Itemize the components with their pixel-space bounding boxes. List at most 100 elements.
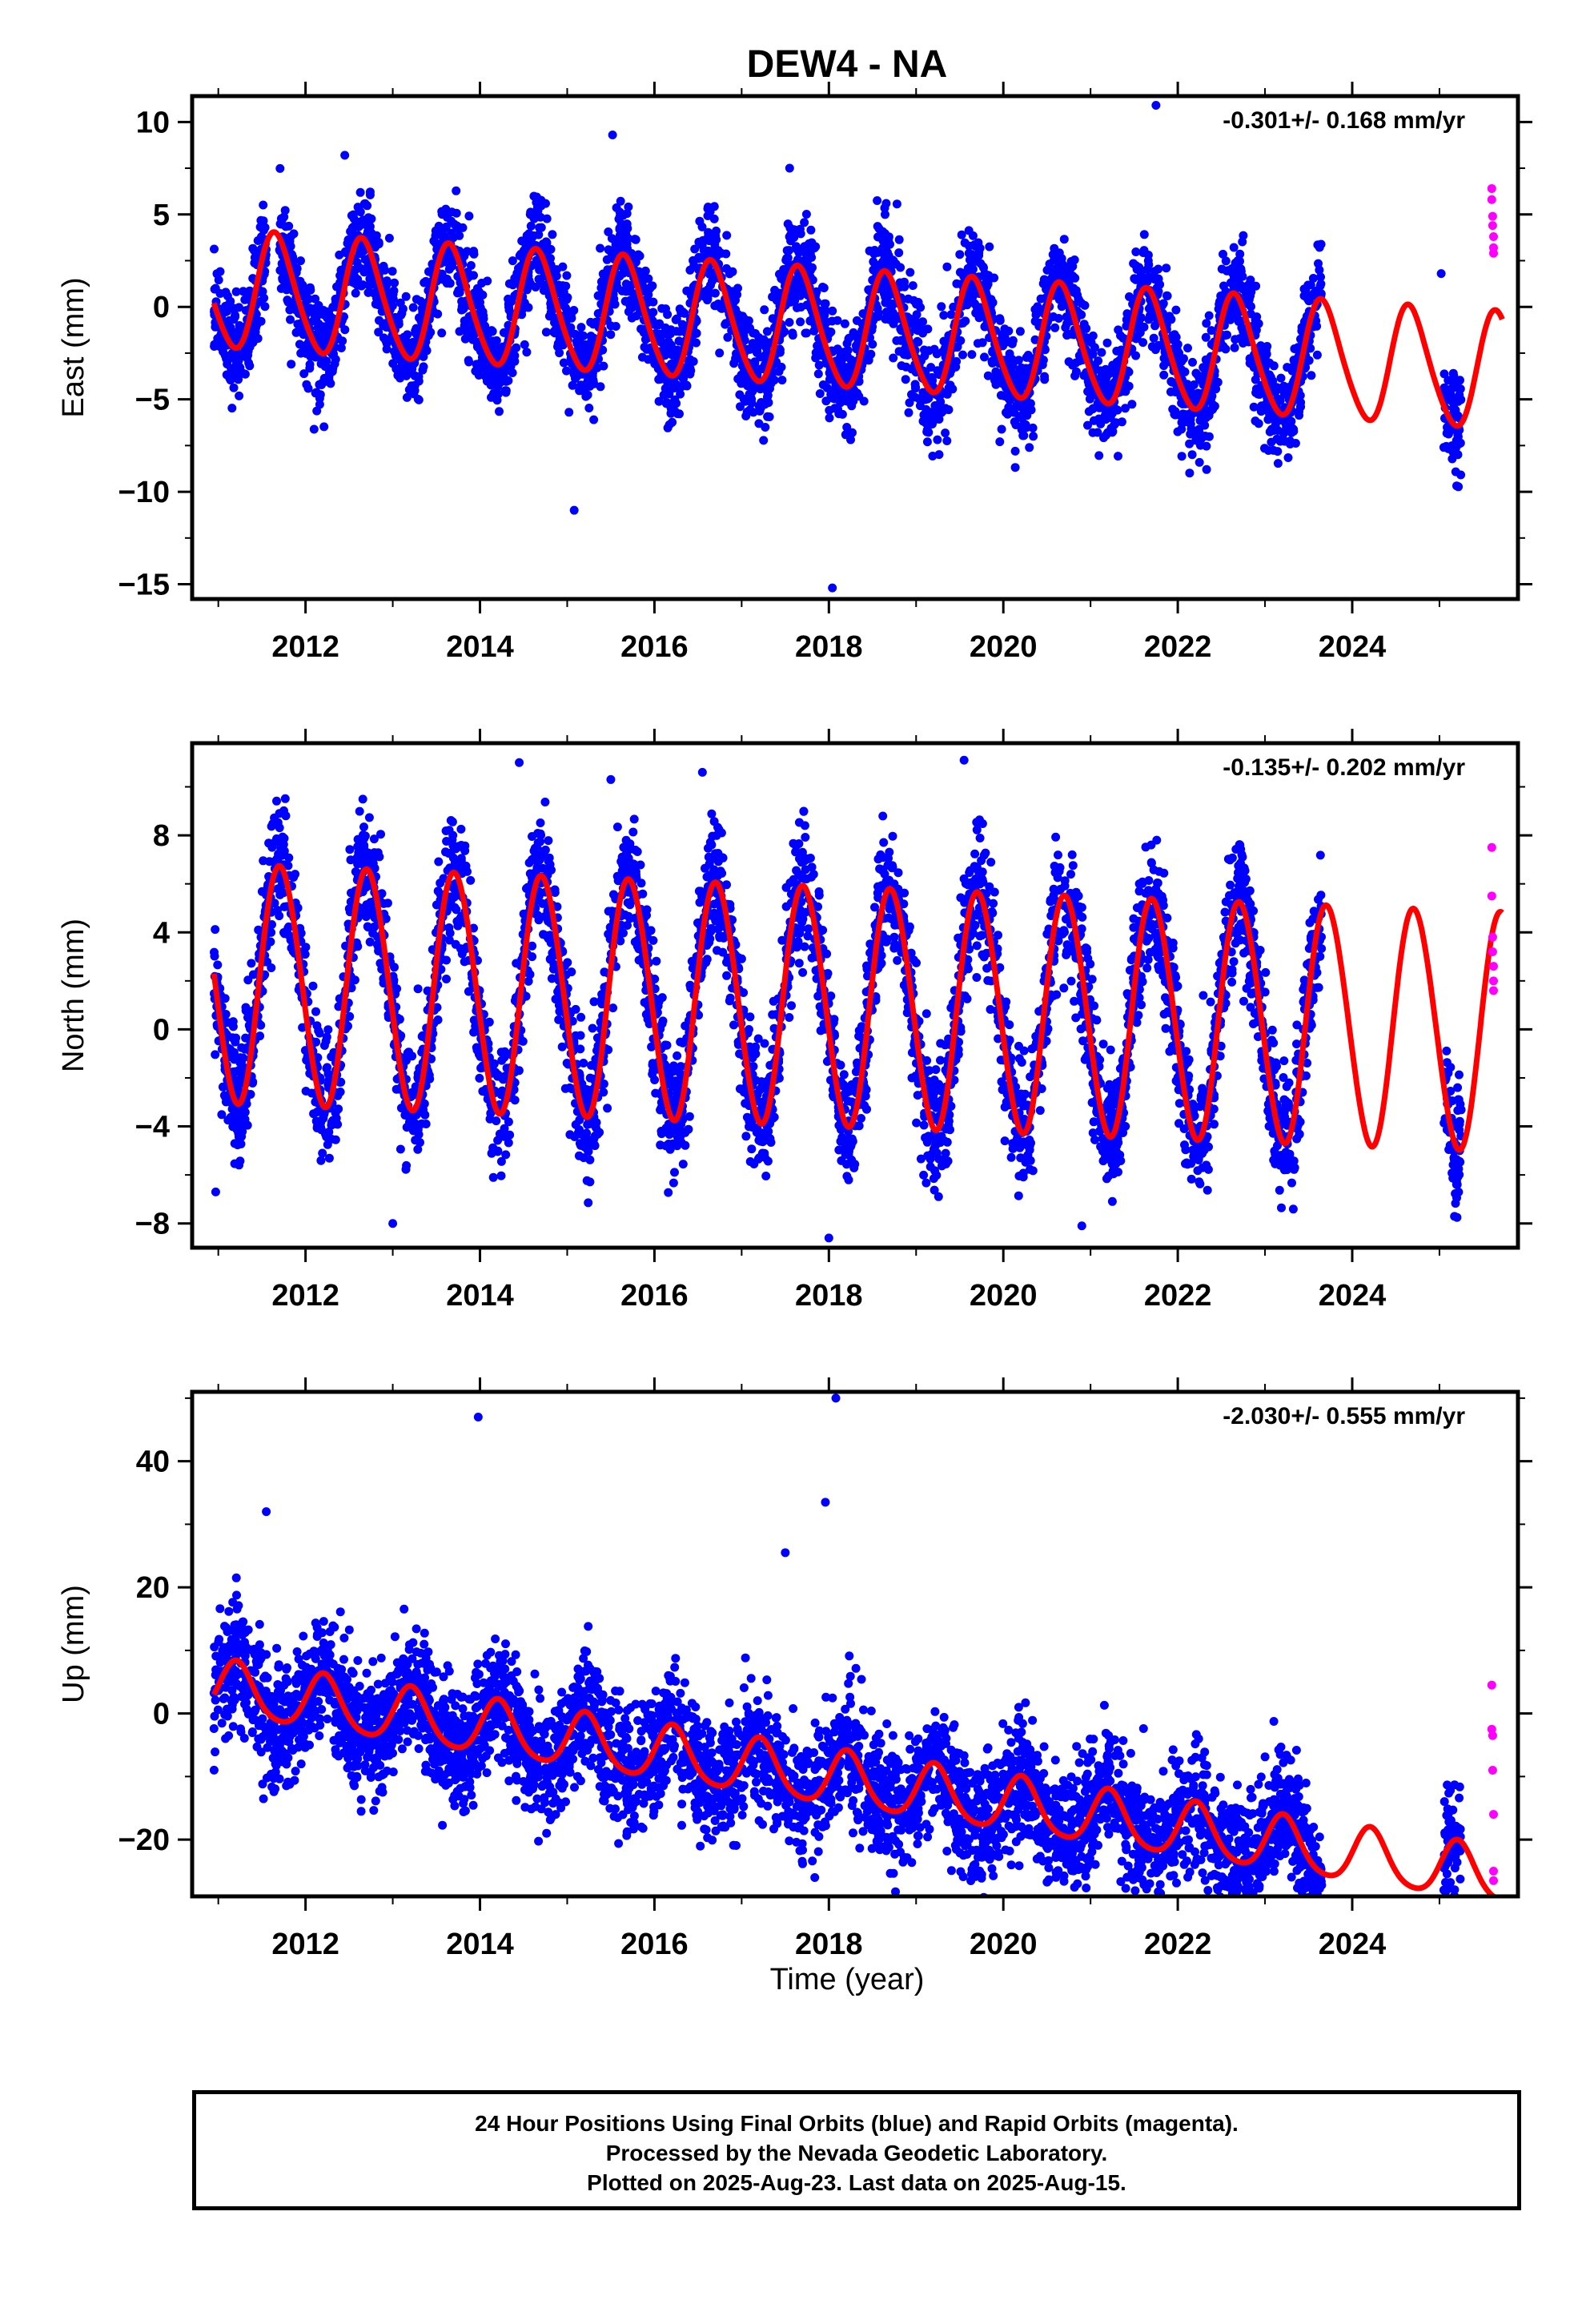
final-orbit-point <box>905 267 915 277</box>
final-orbit-point <box>884 299 893 308</box>
final-orbit-point <box>1083 387 1093 396</box>
final-orbit-point <box>881 237 891 247</box>
final-orbit-point <box>785 163 794 173</box>
final-orbit-point <box>800 218 809 227</box>
final-orbit-point <box>616 196 625 206</box>
final-orbit-point <box>939 311 949 320</box>
final-orbit-point <box>980 352 989 362</box>
final-orbit-point <box>796 229 805 239</box>
final-orbit-point <box>820 299 829 308</box>
final-orbit-point <box>504 300 513 309</box>
final-orbit-point <box>452 186 461 195</box>
final-orbit-point <box>661 323 670 332</box>
final-orbit-point <box>276 219 286 229</box>
final-orbit-point <box>219 347 227 356</box>
final-orbit-point <box>910 380 920 389</box>
final-orbit-point <box>889 319 898 328</box>
final-orbit-point <box>1234 317 1243 326</box>
final-orbit-point <box>665 420 674 429</box>
final-orbit-point <box>211 283 220 293</box>
final-orbit-point <box>414 372 424 381</box>
final-orbit-point <box>251 310 261 319</box>
final-orbit-point <box>1170 336 1179 345</box>
final-orbit-point <box>522 348 532 357</box>
final-orbit-point <box>1219 341 1228 351</box>
final-orbit-point <box>1283 363 1292 372</box>
final-orbit-point <box>706 280 715 290</box>
final-orbit-point <box>376 830 385 839</box>
final-orbit-point <box>723 332 733 342</box>
final-orbit-point <box>715 348 725 358</box>
final-orbit-point <box>365 281 374 291</box>
final-orbit-point <box>1151 101 1161 111</box>
final-orbit-point <box>1219 249 1227 259</box>
final-orbit-point <box>985 242 994 251</box>
final-orbit-point <box>815 389 825 398</box>
final-orbit-point <box>692 338 701 348</box>
final-orbit-point <box>1283 453 1293 462</box>
final-orbit-point <box>476 308 486 318</box>
final-orbit-point <box>888 831 897 841</box>
final-orbit-point <box>355 207 365 217</box>
final-orbit-point <box>648 308 658 317</box>
final-orbit-point <box>888 308 897 318</box>
final-orbit-point <box>608 130 617 139</box>
final-orbit-point <box>1230 272 1239 282</box>
final-orbit-point <box>1204 311 1214 320</box>
final-orbit-point <box>1162 263 1171 273</box>
final-orbit-point <box>310 304 319 313</box>
final-orbit-point <box>1314 259 1323 268</box>
final-orbit-point <box>1238 237 1247 247</box>
final-orbit-point <box>949 302 958 312</box>
final-orbit-point <box>709 214 719 223</box>
final-orbit-point <box>948 384 958 394</box>
final-orbit-point <box>1069 287 1078 297</box>
final-orbit-point <box>210 340 219 349</box>
final-orbit-point <box>260 223 270 232</box>
final-orbit-point <box>1094 356 1103 366</box>
final-orbit-point <box>663 310 673 320</box>
final-orbit-point <box>454 286 464 296</box>
final-orbit-point <box>488 369 497 379</box>
final-orbit-point <box>1114 325 1123 335</box>
final-orbit-point <box>526 221 536 231</box>
final-orbit-point <box>873 247 882 257</box>
final-orbit-point <box>309 424 319 434</box>
final-orbit-point <box>1185 468 1195 478</box>
final-orbit-point <box>1277 384 1286 394</box>
final-orbit-point <box>520 340 529 349</box>
final-orbit-point <box>672 314 681 324</box>
final-orbit-point <box>695 216 705 226</box>
final-orbit-point <box>1439 369 1449 379</box>
final-orbit-point <box>997 424 1006 434</box>
final-orbit-point <box>1049 312 1058 321</box>
final-orbit-point <box>1195 424 1203 434</box>
final-orbit-point <box>998 379 1007 388</box>
final-orbit-point <box>1275 396 1285 405</box>
final-orbit-point <box>717 248 726 258</box>
final-orbit-point <box>466 261 476 270</box>
final-orbit-point <box>791 279 801 289</box>
final-orbit-point <box>921 418 930 428</box>
final-orbit-point <box>1102 369 1111 379</box>
final-orbit-point <box>515 251 524 260</box>
final-orbit-point <box>367 214 376 223</box>
final-orbit-point <box>828 306 837 316</box>
final-orbit-point <box>289 229 299 239</box>
final-orbit-point <box>852 316 861 325</box>
final-orbit-point <box>782 254 791 263</box>
final-orbit-point <box>1315 265 1324 275</box>
x-tick-label: 2018 <box>795 630 863 664</box>
final-orbit-point <box>541 328 551 337</box>
y-tick-label: −10 <box>118 476 170 509</box>
final-orbit-point <box>896 263 905 272</box>
final-orbit-point <box>828 583 837 593</box>
final-orbit-point <box>1202 319 1211 328</box>
final-orbit-point <box>504 376 513 385</box>
final-orbit-point <box>1451 380 1460 389</box>
final-orbit-point <box>1083 420 1092 430</box>
final-orbit-point <box>562 271 572 280</box>
final-orbit-point <box>1084 407 1094 416</box>
